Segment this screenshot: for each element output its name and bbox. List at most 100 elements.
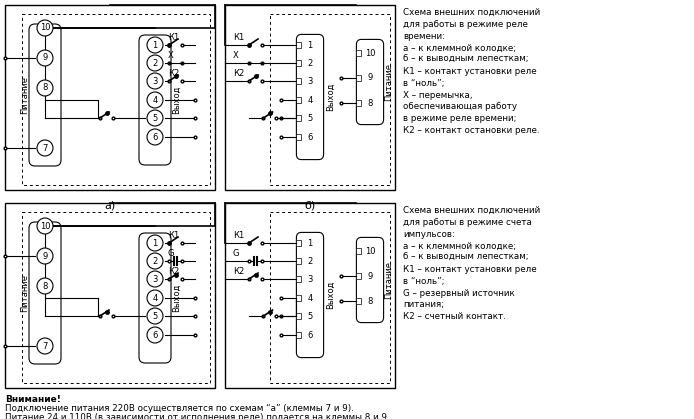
- Circle shape: [37, 20, 53, 36]
- Bar: [357, 50, 362, 56]
- Text: 2: 2: [153, 256, 158, 266]
- Text: б): б): [305, 200, 316, 210]
- Circle shape: [37, 218, 53, 234]
- Bar: [296, 276, 301, 282]
- Text: 4: 4: [153, 293, 158, 303]
- Bar: [296, 115, 301, 121]
- Text: Х: Х: [168, 51, 174, 59]
- Text: К2: К2: [168, 68, 179, 78]
- Bar: [5, 203, 215, 388]
- Text: Питание: Питание: [21, 274, 30, 312]
- Text: К2: К2: [233, 266, 244, 276]
- Text: Подключение питания 220В осуществляется по схемам “а” (клеммы 7 и 9).: Подключение питания 220В осуществляется …: [5, 404, 354, 413]
- Bar: [225, 203, 395, 388]
- Text: К2: К2: [168, 266, 179, 276]
- Circle shape: [37, 80, 53, 96]
- Text: 8: 8: [367, 297, 373, 305]
- Text: К1: К1: [233, 230, 244, 240]
- Circle shape: [147, 308, 163, 324]
- Text: 7: 7: [42, 143, 48, 153]
- Circle shape: [147, 110, 163, 126]
- Bar: [225, 5, 395, 190]
- Text: 9: 9: [42, 251, 48, 261]
- Text: Питание: Питание: [384, 261, 393, 299]
- Text: 6: 6: [307, 132, 313, 142]
- Text: 10: 10: [40, 23, 50, 33]
- Text: 3: 3: [307, 274, 313, 284]
- FancyBboxPatch shape: [357, 39, 384, 124]
- Circle shape: [37, 248, 53, 264]
- Text: 1: 1: [307, 41, 312, 49]
- Circle shape: [147, 290, 163, 306]
- Text: К1: К1: [233, 33, 244, 41]
- Text: Выход: Выход: [326, 281, 335, 309]
- Text: 2: 2: [153, 59, 158, 67]
- Text: 9: 9: [367, 272, 373, 280]
- Text: 5: 5: [307, 114, 312, 122]
- Bar: [296, 332, 301, 338]
- Text: К1: К1: [168, 33, 179, 41]
- Circle shape: [147, 129, 163, 145]
- Bar: [357, 298, 362, 304]
- Circle shape: [147, 37, 163, 53]
- Text: Питание 24 и 110В (в зависимости от исполнения реле) подается на клеммы 8 и 9.: Питание 24 и 110В (в зависимости от испо…: [5, 413, 389, 419]
- Text: 2: 2: [307, 59, 312, 67]
- Text: 8: 8: [42, 282, 48, 290]
- Text: Схема внешних подключений
для работы в режиме реле
времени:
а – к клеммной колод: Схема внешних подключений для работы в р…: [403, 8, 540, 135]
- Text: 6: 6: [152, 132, 158, 142]
- Bar: [296, 295, 301, 301]
- Text: 4: 4: [307, 293, 312, 303]
- Text: К1: К1: [168, 230, 179, 240]
- Text: К2: К2: [233, 68, 244, 78]
- Bar: [296, 42, 301, 48]
- Text: 1: 1: [153, 41, 158, 49]
- Circle shape: [147, 92, 163, 108]
- FancyBboxPatch shape: [139, 35, 171, 165]
- Text: 4: 4: [307, 96, 312, 104]
- Circle shape: [147, 253, 163, 269]
- Text: 8: 8: [42, 83, 48, 93]
- Text: 8: 8: [367, 98, 373, 108]
- Circle shape: [147, 73, 163, 89]
- FancyBboxPatch shape: [29, 24, 61, 166]
- Text: 6: 6: [307, 331, 313, 339]
- Text: 9: 9: [42, 54, 48, 62]
- Circle shape: [37, 140, 53, 156]
- Text: 10: 10: [40, 222, 50, 230]
- Bar: [270, 212, 390, 383]
- Text: 9: 9: [367, 73, 373, 83]
- Text: 4: 4: [153, 96, 158, 104]
- Text: 10: 10: [365, 246, 375, 256]
- Bar: [357, 273, 362, 279]
- Bar: [296, 240, 301, 246]
- Text: 6: 6: [152, 331, 158, 339]
- Text: G: G: [168, 248, 174, 258]
- FancyBboxPatch shape: [296, 34, 323, 160]
- Text: 1: 1: [307, 238, 312, 248]
- Bar: [357, 248, 362, 254]
- Text: Питание: Питание: [21, 76, 30, 114]
- Text: 10: 10: [365, 49, 375, 57]
- Text: 2: 2: [307, 256, 312, 266]
- Bar: [296, 60, 301, 66]
- Text: 7: 7: [42, 341, 48, 351]
- Bar: [296, 258, 301, 264]
- Bar: [296, 97, 301, 103]
- Text: 5: 5: [307, 311, 312, 321]
- Bar: [270, 14, 390, 185]
- Bar: [22, 14, 210, 185]
- Text: Схема внешних подключений
для работы в режиме счета
импульсов:
а – к клеммной ко: Схема внешних подключений для работы в р…: [403, 206, 540, 321]
- Circle shape: [147, 271, 163, 287]
- Circle shape: [147, 235, 163, 251]
- Bar: [296, 134, 301, 140]
- Bar: [357, 100, 362, 106]
- Circle shape: [37, 338, 53, 354]
- Bar: [296, 313, 301, 319]
- Bar: [296, 78, 301, 84]
- Bar: [357, 75, 362, 81]
- FancyBboxPatch shape: [357, 238, 384, 323]
- Text: 3: 3: [152, 274, 158, 284]
- Circle shape: [147, 327, 163, 343]
- Bar: [22, 212, 210, 383]
- Text: Выход: Выход: [173, 284, 182, 312]
